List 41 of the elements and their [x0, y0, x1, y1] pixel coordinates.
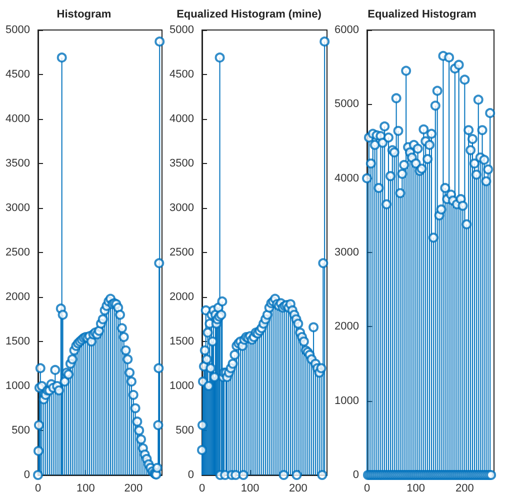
- y-tick-label: 1500: [6, 336, 30, 348]
- y-tick-label: 5000: [6, 24, 30, 36]
- y-tick-label: 2500: [6, 246, 30, 258]
- x-tick-label: 100: [406, 482, 426, 494]
- y-tick-label: 4500: [170, 68, 194, 80]
- y-tick-label: 4000: [6, 113, 30, 125]
- y-tick-label: 2500: [170, 246, 194, 258]
- y-tick-label: 1000: [334, 394, 359, 407]
- y-tick-label: 4500: [6, 68, 30, 80]
- y-tick-label: 0: [188, 469, 194, 481]
- y-tick-label: 1000: [170, 380, 194, 392]
- y-tick-label: 2000: [334, 320, 359, 333]
- y-tick-label: 5000: [170, 24, 194, 36]
- y-tick-label: 2000: [6, 291, 30, 303]
- y-tick-label: 3000: [334, 246, 359, 258]
- y-tick-label: 0: [352, 469, 359, 481]
- y-tick-label: 3500: [6, 158, 30, 170]
- x-tick-label: 200: [124, 482, 143, 494]
- x-tick-label: 100: [76, 482, 95, 494]
- y-tick-label: 2000: [170, 291, 194, 303]
- y-tick-label: 4000: [170, 113, 194, 125]
- x-tick-label: 0: [198, 482, 206, 494]
- y-tick-label: 3000: [6, 202, 30, 214]
- y-tick-label: 3500: [170, 158, 194, 170]
- y-tick-label: 1000: [6, 380, 30, 392]
- x-tick-label: 200: [456, 482, 474, 494]
- chart-title: Equalized Histogram: [368, 8, 477, 20]
- y-tick-label: 500: [12, 424, 30, 436]
- x-tick-label: 0: [34, 482, 42, 494]
- chart-title: Equalized Histogram (mine): [176, 8, 322, 20]
- y-tick-label: 3000: [170, 202, 194, 214]
- y-tick-label: 500: [176, 424, 194, 436]
- y-tick-label: 5000: [334, 98, 359, 110]
- x-tick-label: 0: [364, 482, 370, 494]
- y-tick-label: 1500: [170, 336, 194, 348]
- y-tick-label: 0: [24, 469, 30, 481]
- x-tick-label: 200: [288, 482, 308, 494]
- y-tick-label: 4000: [334, 172, 359, 184]
- chart-title: Histogram: [56, 8, 112, 20]
- y-tick-label: 6000: [334, 24, 359, 36]
- x-tick-label: 100: [240, 482, 260, 494]
